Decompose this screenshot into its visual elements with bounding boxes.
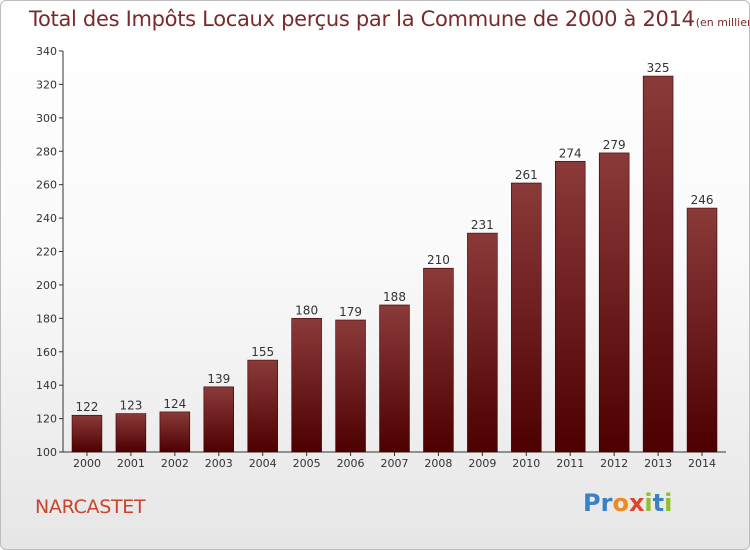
proxiti-logo[interactable]: Proxiti bbox=[583, 489, 672, 517]
bar bbox=[203, 386, 235, 453]
proxiti-logo-letter: i bbox=[664, 489, 673, 517]
chart-subtitle: (en milliers d'€) bbox=[695, 16, 749, 29]
y-tick-label: 240 bbox=[36, 212, 57, 225]
proxiti-logo-letter: r bbox=[600, 489, 613, 517]
value-label: 180 bbox=[295, 303, 318, 317]
value-label: 246 bbox=[691, 193, 714, 207]
x-tick-label: 2010 bbox=[512, 457, 540, 470]
x-tick-label: 2005 bbox=[293, 457, 321, 470]
y-tick-label: 160 bbox=[36, 346, 57, 359]
x-tick-label: 2012 bbox=[600, 457, 628, 470]
x-tick-label: 2007 bbox=[381, 457, 409, 470]
chart-value-labels: 122 123 124 139 155 180 179 188 210 231 261 274 279 3… bbox=[76, 61, 714, 414]
y-tick-label: 100 bbox=[36, 446, 57, 459]
y-tick-label: 140 bbox=[36, 379, 57, 392]
proxiti-logo-letter: P bbox=[583, 489, 601, 517]
value-label: 122 bbox=[76, 400, 99, 414]
bar bbox=[159, 411, 191, 453]
x-tick-label: 2011 bbox=[556, 457, 584, 470]
value-label: 279 bbox=[603, 138, 626, 152]
x-tick-label: 2009 bbox=[468, 457, 496, 470]
bar bbox=[335, 319, 366, 453]
x-tick-label: 2003 bbox=[205, 457, 233, 470]
bar bbox=[423, 267, 454, 453]
x-tick-label: 2014 bbox=[688, 457, 716, 470]
bar bbox=[379, 304, 410, 453]
x-tick-label: 2002 bbox=[161, 457, 189, 470]
y-tick-label: 120 bbox=[36, 413, 57, 426]
value-label: 155 bbox=[251, 345, 274, 359]
bar bbox=[71, 414, 103, 453]
value-label: 124 bbox=[163, 397, 186, 411]
x-tick-label: 2013 bbox=[644, 457, 672, 470]
bar bbox=[686, 207, 718, 453]
proxiti-logo-letter: t bbox=[652, 489, 665, 517]
value-label: 179 bbox=[339, 305, 362, 319]
value-label: 274 bbox=[559, 146, 582, 160]
y-tick-label: 220 bbox=[36, 246, 57, 259]
x-tick-label: 2006 bbox=[337, 457, 365, 470]
chart-title-main: Total des Impôts Locaux perçus par la Co… bbox=[29, 7, 695, 31]
x-tick-label: 2008 bbox=[424, 457, 452, 470]
bar bbox=[467, 232, 498, 453]
y-tick-label: 300 bbox=[36, 112, 57, 125]
y-tick-label: 180 bbox=[36, 312, 57, 325]
y-tick-label: 320 bbox=[36, 78, 57, 91]
bar bbox=[598, 152, 630, 453]
bar bbox=[247, 359, 278, 453]
value-label: 231 bbox=[471, 218, 494, 232]
y-tick-label: 280 bbox=[36, 145, 57, 158]
y-tick-label: 200 bbox=[36, 279, 57, 292]
y-tick-label: 340 bbox=[36, 45, 57, 58]
value-label: 139 bbox=[207, 372, 230, 386]
value-label: 123 bbox=[119, 399, 142, 413]
bar bbox=[115, 413, 147, 453]
value-label: 188 bbox=[383, 290, 406, 304]
proxiti-logo-letter: i bbox=[644, 489, 653, 517]
commune-name: NARCASTET bbox=[35, 496, 146, 518]
bar bbox=[642, 75, 674, 453]
proxiti-logo-letter: x bbox=[628, 489, 645, 517]
x-tick-label: 2000 bbox=[73, 457, 101, 470]
bar bbox=[554, 160, 586, 453]
proxiti-logo-letter: o bbox=[612, 489, 629, 517]
chart-axes: 100 120 140 160 180 200 220 240 260 280 300 320 340 2… bbox=[36, 45, 726, 470]
value-label: 325 bbox=[647, 61, 670, 75]
chart-title: Total des Impôts Locaux perçus par la Co… bbox=[29, 7, 749, 31]
chart-bars bbox=[71, 75, 718, 453]
value-label: 210 bbox=[427, 253, 450, 267]
x-tick-label: 2001 bbox=[117, 457, 145, 470]
value-label: 261 bbox=[515, 168, 538, 182]
x-tick-label: 2004 bbox=[249, 457, 277, 470]
bar bbox=[291, 318, 322, 453]
y-tick-label: 260 bbox=[36, 179, 57, 192]
bar bbox=[511, 182, 542, 453]
